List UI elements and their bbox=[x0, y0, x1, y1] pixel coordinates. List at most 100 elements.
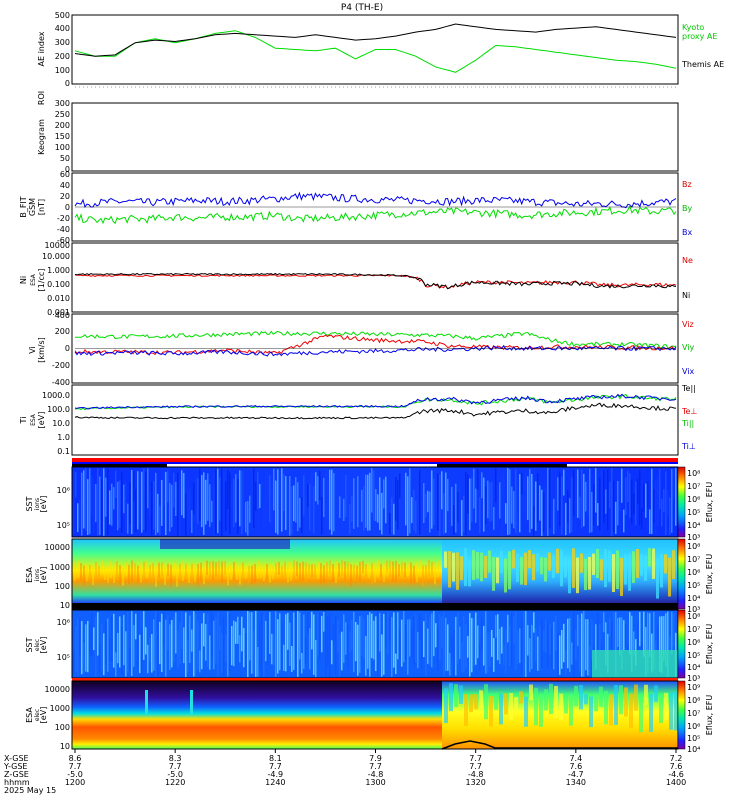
spectrogram-stripe bbox=[457, 492, 459, 523]
spectrogram-stripe bbox=[185, 612, 187, 677]
spectrogram-stripe bbox=[643, 483, 645, 512]
spectrogram-stripe bbox=[317, 613, 319, 657]
spectrogram-stripe bbox=[205, 479, 207, 525]
spectrogram-blob bbox=[407, 562, 409, 577]
spectrogram-stripe bbox=[133, 625, 135, 667]
spectrogram-stripe bbox=[505, 503, 507, 524]
spectrogram-blob bbox=[281, 565, 283, 580]
spectrogram-stripe bbox=[649, 509, 651, 535]
x-tick-z: -4.8 bbox=[468, 770, 484, 779]
spectrogram-stripe bbox=[155, 611, 157, 677]
spectrogram-stripe bbox=[417, 632, 419, 669]
spectrogram-blob bbox=[516, 553, 519, 582]
spectrogram-blob bbox=[489, 696, 493, 727]
x-tick-hhmm: 1400 bbox=[666, 778, 686, 787]
spectrogram-blob bbox=[580, 553, 583, 573]
x-tick-y: 7.7 bbox=[469, 762, 482, 771]
spectrogram-stripe bbox=[559, 471, 561, 527]
cbar-label: Eflux, EFU bbox=[705, 554, 714, 595]
spectrogram-stripe bbox=[627, 470, 629, 502]
spectrogram-stripe bbox=[295, 611, 297, 677]
x-tick-x: 7.4 bbox=[569, 754, 582, 763]
spectrogram-stripe bbox=[435, 623, 437, 648]
spectrogram-blob bbox=[659, 693, 663, 724]
spectrogram-stripe bbox=[161, 613, 163, 673]
spectrogram-stripe bbox=[349, 630, 351, 653]
sst-elec-stripes bbox=[73, 611, 677, 677]
spectrogram-stripe bbox=[277, 469, 279, 535]
spectrogram-blob bbox=[484, 684, 488, 720]
keogram-tick: 0 bbox=[65, 165, 70, 174]
bfield-tick: 0 bbox=[65, 203, 70, 212]
spectrogram-blob bbox=[311, 564, 313, 577]
esa-ions-panel: 10 100 1000 10000 ESA ions [eV] bbox=[25, 538, 679, 610]
velocity-tick: -400 bbox=[52, 378, 70, 387]
bfield-tick: -40 bbox=[57, 225, 70, 234]
spectrogram-stripe bbox=[477, 625, 479, 659]
density-tick: 0.010 bbox=[47, 294, 70, 303]
spectrogram-blob bbox=[449, 683, 453, 712]
cbar-tick: 10⁷ bbox=[687, 482, 700, 491]
cbar-tick: 10³ bbox=[687, 674, 700, 683]
spectrogram-stripe bbox=[213, 620, 215, 670]
spectrogram-stripe bbox=[355, 471, 357, 505]
spectrogram-stripe bbox=[129, 482, 131, 525]
spectrogram-stripe bbox=[467, 474, 469, 514]
spectrogram-stripe bbox=[367, 474, 369, 531]
spectrogram-stripe bbox=[427, 490, 429, 513]
spectrogram-stripe bbox=[471, 618, 473, 673]
x-tick-hhmm: 1240 bbox=[265, 778, 285, 787]
spectrogram-stripe bbox=[143, 611, 145, 660]
spectrogram-stripe bbox=[449, 653, 451, 676]
spectrogram-blob bbox=[197, 564, 199, 586]
spectrogram-stripe bbox=[155, 472, 157, 536]
density-ylabel: [1/cc] bbox=[37, 269, 46, 292]
spectrogram-blob bbox=[564, 557, 567, 578]
spectrogram-stripe bbox=[671, 468, 673, 533]
spectrogram-blob bbox=[422, 565, 424, 587]
mode-bar-black-1 bbox=[72, 464, 167, 467]
spectrogram-stripe bbox=[309, 628, 311, 670]
spectrogram-stripe bbox=[163, 470, 165, 508]
spectrogram-stripe bbox=[131, 611, 133, 676]
spectrogram-stripe bbox=[77, 617, 79, 676]
spectrogram-stripe bbox=[137, 471, 139, 530]
sst-elec-sublabel: elec bbox=[34, 639, 41, 651]
spectrogram-blob bbox=[554, 685, 558, 718]
spectrogram-stripe bbox=[149, 637, 151, 662]
spectrogram-blob bbox=[182, 560, 184, 581]
spectrogram-stripe bbox=[347, 624, 349, 668]
x-tick-x: 8.6 bbox=[69, 754, 82, 763]
esa-elec-panel: 10 100 1000 10000 ESA elec [eV] bbox=[25, 680, 679, 751]
temperature-frame bbox=[71, 384, 679, 456]
spectrogram-stripe bbox=[203, 472, 205, 535]
spectrogram-stripe bbox=[377, 494, 379, 523]
spectrogram-stripe bbox=[545, 486, 547, 534]
x-tick-z: -4.6 bbox=[668, 770, 684, 779]
spectrogram-stripe bbox=[507, 468, 509, 535]
spectrogram-stripe bbox=[283, 644, 285, 671]
spectrogram-blob bbox=[257, 560, 259, 579]
bfield-frame bbox=[71, 172, 679, 242]
x-tick-x: 8.1 bbox=[269, 754, 282, 763]
spectrogram-stripe bbox=[481, 617, 483, 651]
density-ylabel-subscript: ESA bbox=[30, 273, 37, 286]
spectrogram-stripe bbox=[583, 473, 585, 527]
spectrogram-stripe bbox=[621, 617, 623, 670]
spectrogram-stripe bbox=[385, 612, 387, 648]
spectrogram-stripe bbox=[371, 468, 373, 513]
spectrogram-stripe bbox=[491, 481, 493, 521]
spectrogram-stripe bbox=[173, 472, 175, 508]
spectrogram-stripe bbox=[233, 478, 235, 528]
spectrogram-stripe bbox=[563, 623, 565, 663]
spectrogram-stripe bbox=[221, 633, 223, 673]
spectrogram-blob bbox=[227, 565, 229, 586]
spectrogram-stripe bbox=[229, 613, 231, 671]
spectrogram-stripe bbox=[523, 477, 525, 519]
roi-ylabel: ROI bbox=[37, 91, 46, 105]
spectrogram-stripe bbox=[379, 613, 381, 652]
spectrogram-stripe bbox=[231, 625, 233, 666]
spectrogram-blob bbox=[209, 561, 211, 578]
spectrogram-stripe bbox=[517, 630, 519, 664]
spectrogram-stripe bbox=[335, 615, 337, 676]
